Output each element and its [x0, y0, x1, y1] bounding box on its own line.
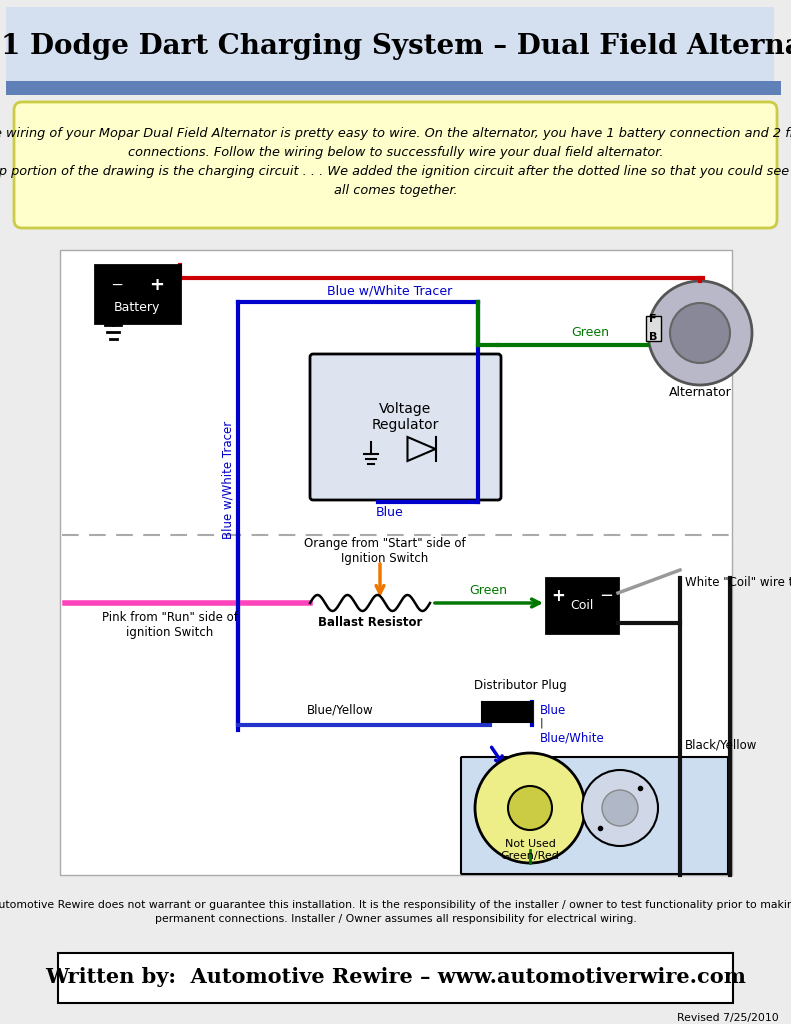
Text: ─: ─ — [112, 278, 122, 293]
Bar — [60, 250, 732, 874]
Text: Blue w/White Tracer: Blue w/White Tracer — [327, 285, 452, 298]
Text: Written by:  Automotive Rewire – www.automotiverwire.com: Written by: Automotive Rewire – www.auto… — [45, 967, 746, 987]
Text: Automotive Rewire does not warrant or guarantee this installation. It is the res: Automotive Rewire does not warrant or gu… — [0, 900, 791, 925]
Text: +: + — [551, 587, 565, 605]
Text: B: B — [649, 332, 657, 342]
Bar — [58, 953, 733, 1002]
Text: Blue/White: Blue/White — [540, 731, 605, 744]
Circle shape — [602, 790, 638, 826]
FancyBboxPatch shape — [14, 102, 777, 228]
Text: Battery: Battery — [114, 300, 161, 313]
Text: Blue/Yellow: Blue/Yellow — [307, 703, 373, 717]
Text: Black/Yellow: Black/Yellow — [685, 738, 757, 752]
Text: Alternator: Alternator — [668, 386, 732, 399]
Circle shape — [648, 281, 752, 385]
Text: White "Coil" wire to tach: White "Coil" wire to tach — [685, 575, 791, 589]
Text: +: + — [149, 276, 165, 294]
FancyBboxPatch shape — [310, 354, 501, 500]
FancyBboxPatch shape — [461, 757, 728, 874]
Text: Blue: Blue — [377, 506, 404, 518]
Bar — [482, 702, 532, 722]
Bar — [95, 265, 180, 323]
Circle shape — [508, 786, 552, 830]
Bar — [6, 81, 781, 95]
Text: ─: ─ — [601, 587, 611, 605]
Text: Revised 7/25/2010: Revised 7/25/2010 — [677, 1013, 779, 1023]
Text: Green: Green — [469, 584, 507, 597]
Text: Coil: Coil — [570, 599, 594, 612]
Bar — [546, 578, 618, 633]
Text: Distributor Plug: Distributor Plug — [474, 679, 566, 691]
Text: Blue: Blue — [540, 703, 566, 717]
Circle shape — [582, 770, 658, 846]
Text: Green: Green — [571, 327, 609, 340]
Bar — [646, 316, 661, 341]
Circle shape — [475, 753, 585, 863]
FancyBboxPatch shape — [6, 7, 774, 90]
Text: |: | — [540, 718, 543, 728]
Text: F: F — [649, 314, 657, 324]
Text: The wiring of your Mopar Dual Field Alternator is pretty easy to wire. On the al: The wiring of your Mopar Dual Field Alte… — [0, 127, 791, 197]
Text: 1971 Dodge Dart Charging System – Dual Field Alternator: 1971 Dodge Dart Charging System – Dual F… — [0, 34, 791, 60]
Text: Not Used
Green/Red: Not Used Green/Red — [501, 840, 559, 861]
Text: Pink from "Run" side of
ignition Switch: Pink from "Run" side of ignition Switch — [102, 611, 238, 639]
Text: Ballast Resistor: Ballast Resistor — [318, 615, 422, 629]
Text: Blue w/White Tracer: Blue w/White Tracer — [221, 421, 234, 539]
Circle shape — [670, 303, 730, 362]
Text: Voltage
Regulator: Voltage Regulator — [372, 401, 439, 432]
Text: Orange from "Start" side of
Ignition Switch: Orange from "Start" side of Ignition Swi… — [305, 537, 466, 565]
